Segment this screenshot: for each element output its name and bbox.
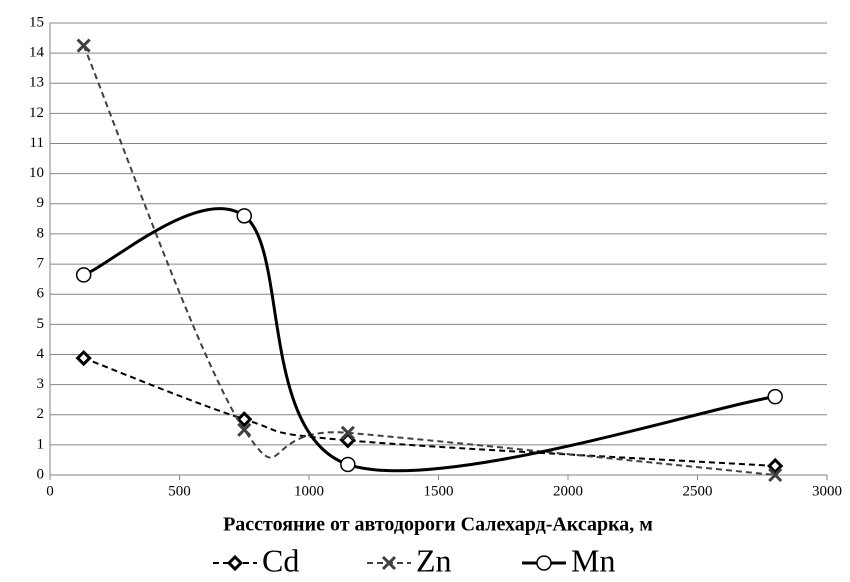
legend-marker [381, 555, 397, 571]
x-tick-label: 3000 [812, 483, 842, 499]
data-point [237, 422, 252, 437]
x-tick-label: 2000 [553, 483, 583, 499]
y-tick-label: 3 [37, 376, 45, 392]
data-point [340, 456, 356, 473]
legend-label: Cd [262, 542, 299, 578]
data-point [768, 467, 783, 483]
x-tick-label: 0 [46, 483, 54, 499]
y-tick-label: 13 [29, 75, 44, 91]
legend-marker [536, 555, 552, 571]
legend-label: Zn [416, 542, 452, 578]
y-tick-label: 7 [37, 256, 45, 272]
y-tick-label: 2 [37, 406, 45, 422]
x-tick-label: 1500 [424, 483, 454, 499]
y-tick-label: 0 [37, 466, 45, 482]
legend-label: Mn [571, 542, 615, 578]
x-tick-label: 500 [168, 483, 191, 499]
y-tick-label: 12 [29, 105, 44, 121]
y-tick-label: 5 [37, 316, 45, 332]
y-tick-label: 1 [37, 436, 45, 452]
legend-marker [226, 554, 244, 572]
data-point [236, 208, 252, 224]
data-point [75, 349, 92, 367]
y-tick-label: 14 [29, 45, 45, 61]
y-tick-label: 6 [37, 286, 45, 302]
y-tick-label: 8 [37, 225, 45, 241]
y-tick-label: 9 [37, 195, 45, 211]
y-tick-label: 15 [29, 14, 44, 30]
data-point [767, 457, 784, 475]
x-tick-label: 2500 [683, 483, 713, 499]
x-tick-label: 1000 [294, 483, 324, 499]
y-tick-label: 11 [30, 135, 44, 151]
x-axis-title: Расстояние от автодороги Салехард-Аксарк… [223, 514, 653, 536]
data-point [76, 38, 91, 53]
series-line [83, 357, 776, 467]
y-tick-label: 10 [29, 165, 44, 181]
data-point [75, 267, 92, 283]
series-line [82, 45, 776, 476]
series-line [83, 207, 776, 473]
data-point [340, 425, 355, 440]
data-point [236, 411, 253, 428]
data-point [767, 388, 783, 405]
y-tick-label: 4 [37, 346, 45, 362]
